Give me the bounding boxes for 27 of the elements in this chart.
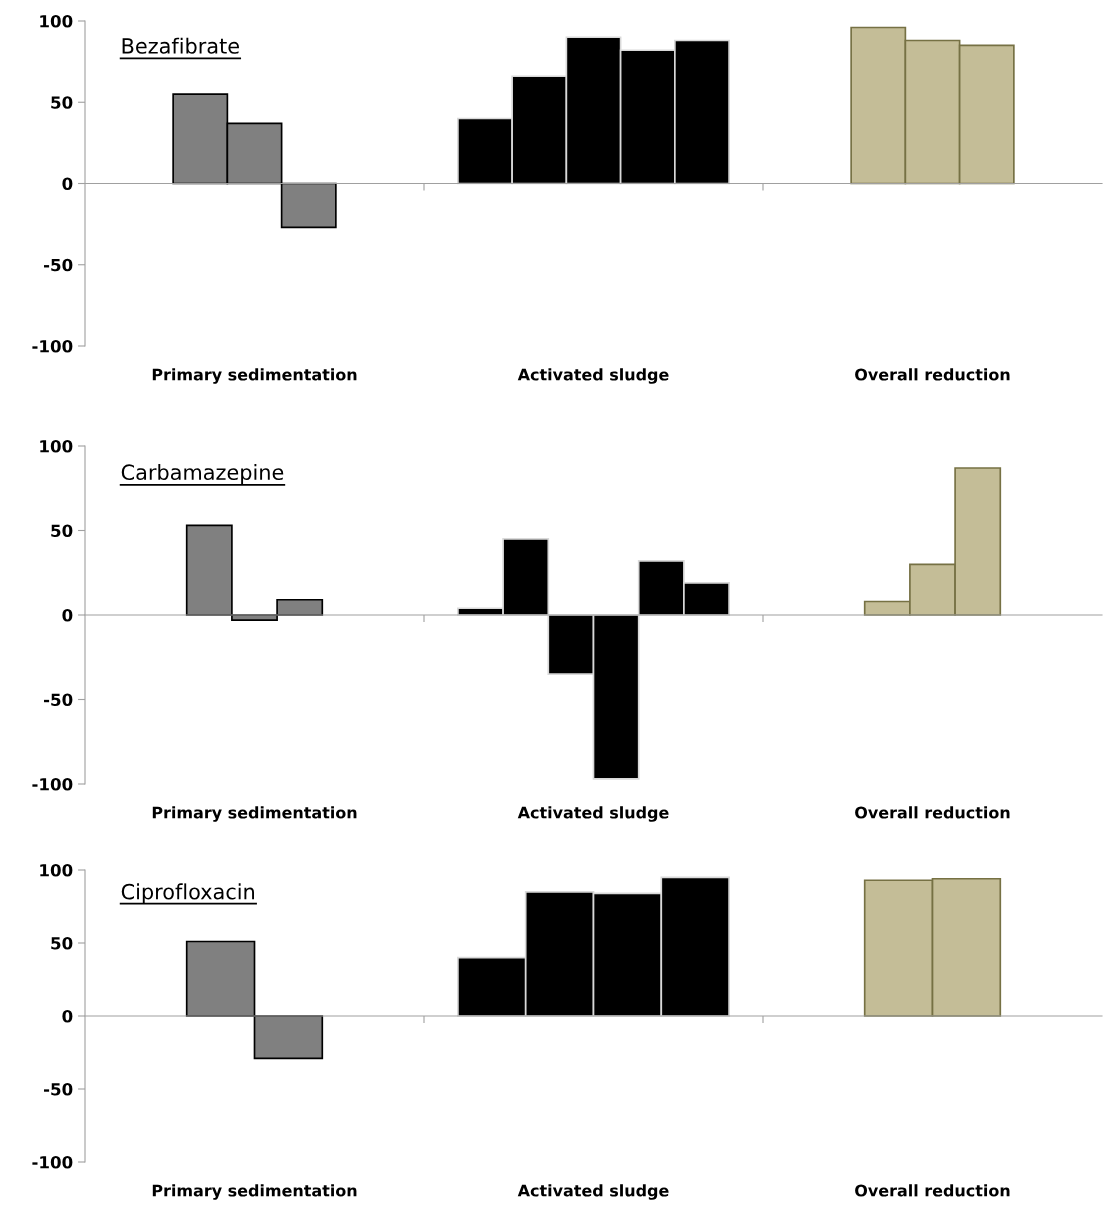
y-tick-label: -50	[43, 1082, 73, 1096]
y-tick-label: 0	[62, 1009, 73, 1023]
y-tick-label: 100	[40, 439, 73, 453]
text: Ciprofloxacin	[121, 883, 254, 904]
y-tick-label: 100	[40, 863, 73, 877]
y-tick-label: 50	[51, 936, 73, 950]
y-tick-label: 50	[51, 524, 73, 538]
x-tick-label: Primary sedimentation	[152, 368, 357, 384]
y-tick-label: -100	[32, 339, 73, 353]
x-tick-label: Primary sedimentation	[152, 806, 357, 822]
y-tick-label: 0	[62, 608, 73, 622]
y-tick-label: -50	[43, 693, 73, 707]
x-tick-label: Activated sludge	[517, 1184, 669, 1200]
y-tick-label: -100	[32, 1155, 73, 1169]
x-tick-label: Primary sedimentation	[152, 1184, 357, 1200]
y-tick-label: 0	[62, 177, 73, 191]
x-tick-label: Overall reduction	[855, 368, 1010, 381]
x-tick-label: Activated sludge	[517, 368, 669, 384]
text: Carbamazepine	[121, 463, 284, 485]
y-tick-label: -50	[43, 258, 73, 272]
y-tick-label: -100	[32, 777, 73, 791]
y-tick-label: 100	[40, 14, 73, 28]
y-tick-label: 50	[51, 96, 73, 109]
x-tick-label: Overall reduction	[855, 1184, 1010, 1197]
text: Bezafibrate	[122, 37, 239, 54]
x-tick-label: Activated sludge	[517, 806, 669, 822]
x-tick-label: Overall reduction	[855, 806, 1010, 819]
